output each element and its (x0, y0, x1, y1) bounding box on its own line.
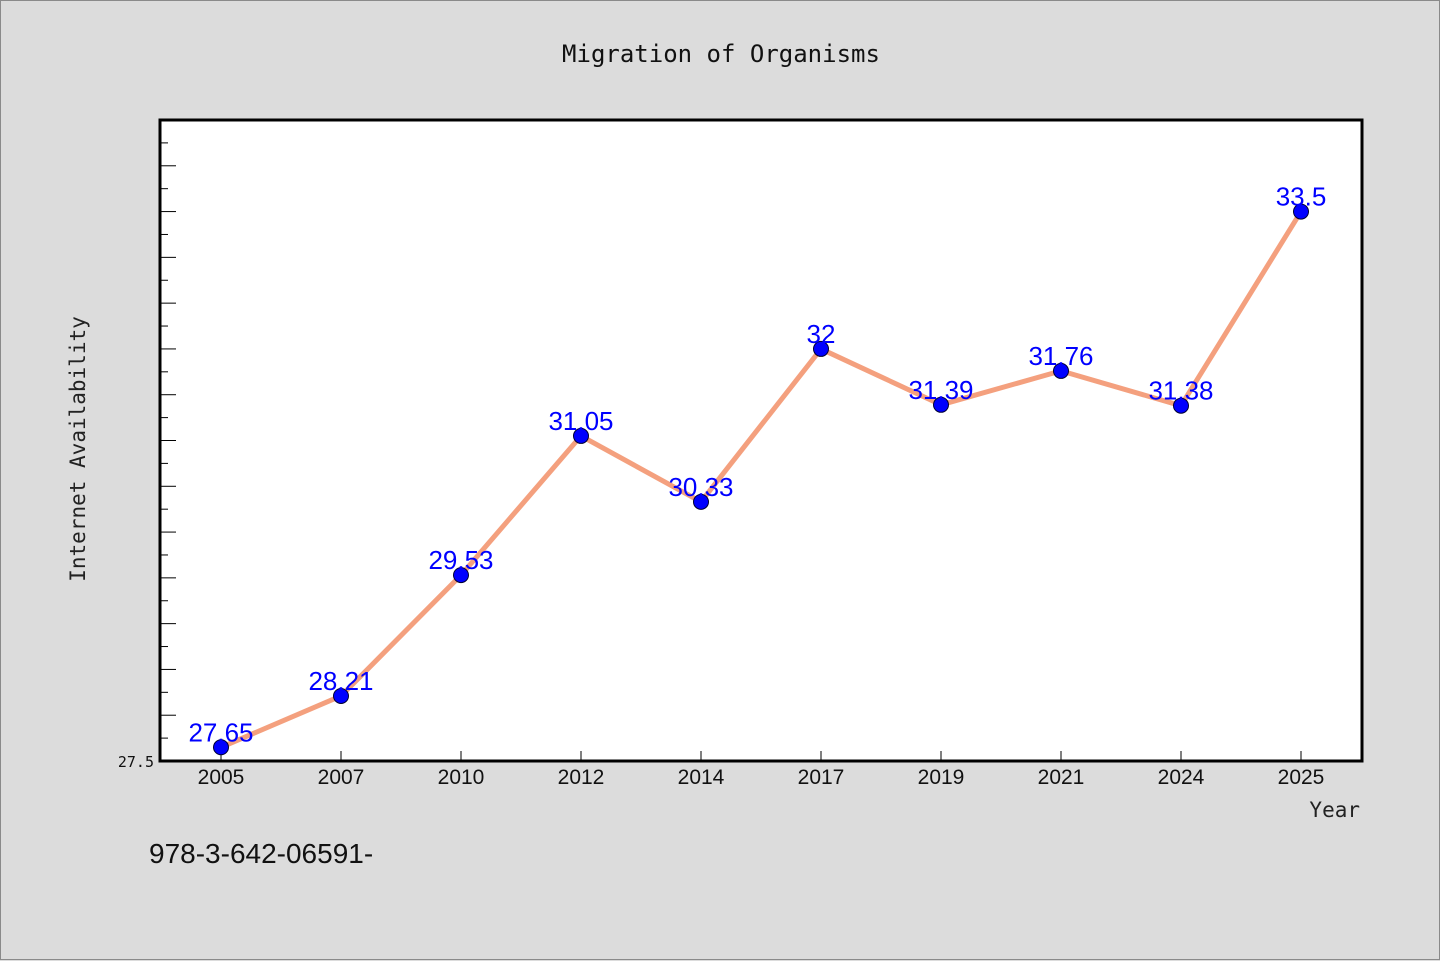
x-tick-label: 2014 (678, 766, 725, 789)
data-point-marker (1293, 203, 1309, 220)
data-label: 31.76 (1028, 341, 1093, 371)
data-label: 30.33 (668, 472, 733, 502)
data-point-marker (813, 340, 829, 357)
x-axis-ticks: 2005 2007 2010 2012 2014 2017 2019 2021 2024 2025 (198, 751, 1325, 789)
data-point-marker (453, 567, 469, 584)
data-label: 28.21 (308, 666, 373, 696)
data-point-marker (573, 427, 589, 444)
x-axis-title: Year (1309, 798, 1360, 822)
plot-area (158, 118, 1364, 763)
x-tick-label: 2012 (558, 766, 605, 789)
x-tick-label: 2025 (1278, 766, 1325, 789)
x-tick-label: 2010 (438, 766, 485, 789)
markers-layer (213, 203, 1309, 756)
chart-title: Migration of Organisms (562, 40, 880, 68)
x-tick-label: 2021 (1038, 766, 1085, 789)
data-point-marker (933, 396, 949, 413)
data-label: 27.65 (188, 717, 253, 747)
x-tick-label: 2017 (798, 766, 845, 789)
data-point-marker (213, 739, 229, 756)
x-tick-label: 2024 (1158, 766, 1205, 789)
x-tick-label: 2019 (918, 766, 965, 789)
data-labels-layer: 27.65 28.21 29.53 31.05 30.33 32 31.39 31.76 31.… (188, 182, 1326, 748)
x-tick-label: 2005 (198, 766, 245, 789)
data-label: 29.53 (428, 545, 493, 575)
data-point-marker (693, 493, 709, 510)
x-tick-label: 2007 (318, 766, 365, 789)
y-tick-label: 27.5 (118, 753, 154, 771)
data-label: 31.05 (548, 406, 613, 436)
y-axis-ticks: 27.5 (118, 119, 176, 771)
footer-note: 978-3-642-06591- (149, 838, 373, 869)
data-point-marker (333, 687, 349, 704)
data-label: 32 (807, 319, 836, 349)
series-line (218, 209, 1304, 750)
data-label: 33.5 (1276, 182, 1327, 212)
data-label: 31.39 (908, 375, 973, 405)
y-axis-title: Internet Availability (66, 316, 90, 582)
data-point-marker (1053, 362, 1069, 379)
series-layer (218, 209, 1304, 750)
data-point-marker (1173, 397, 1189, 414)
data-label: 31.38 (1148, 376, 1213, 406)
